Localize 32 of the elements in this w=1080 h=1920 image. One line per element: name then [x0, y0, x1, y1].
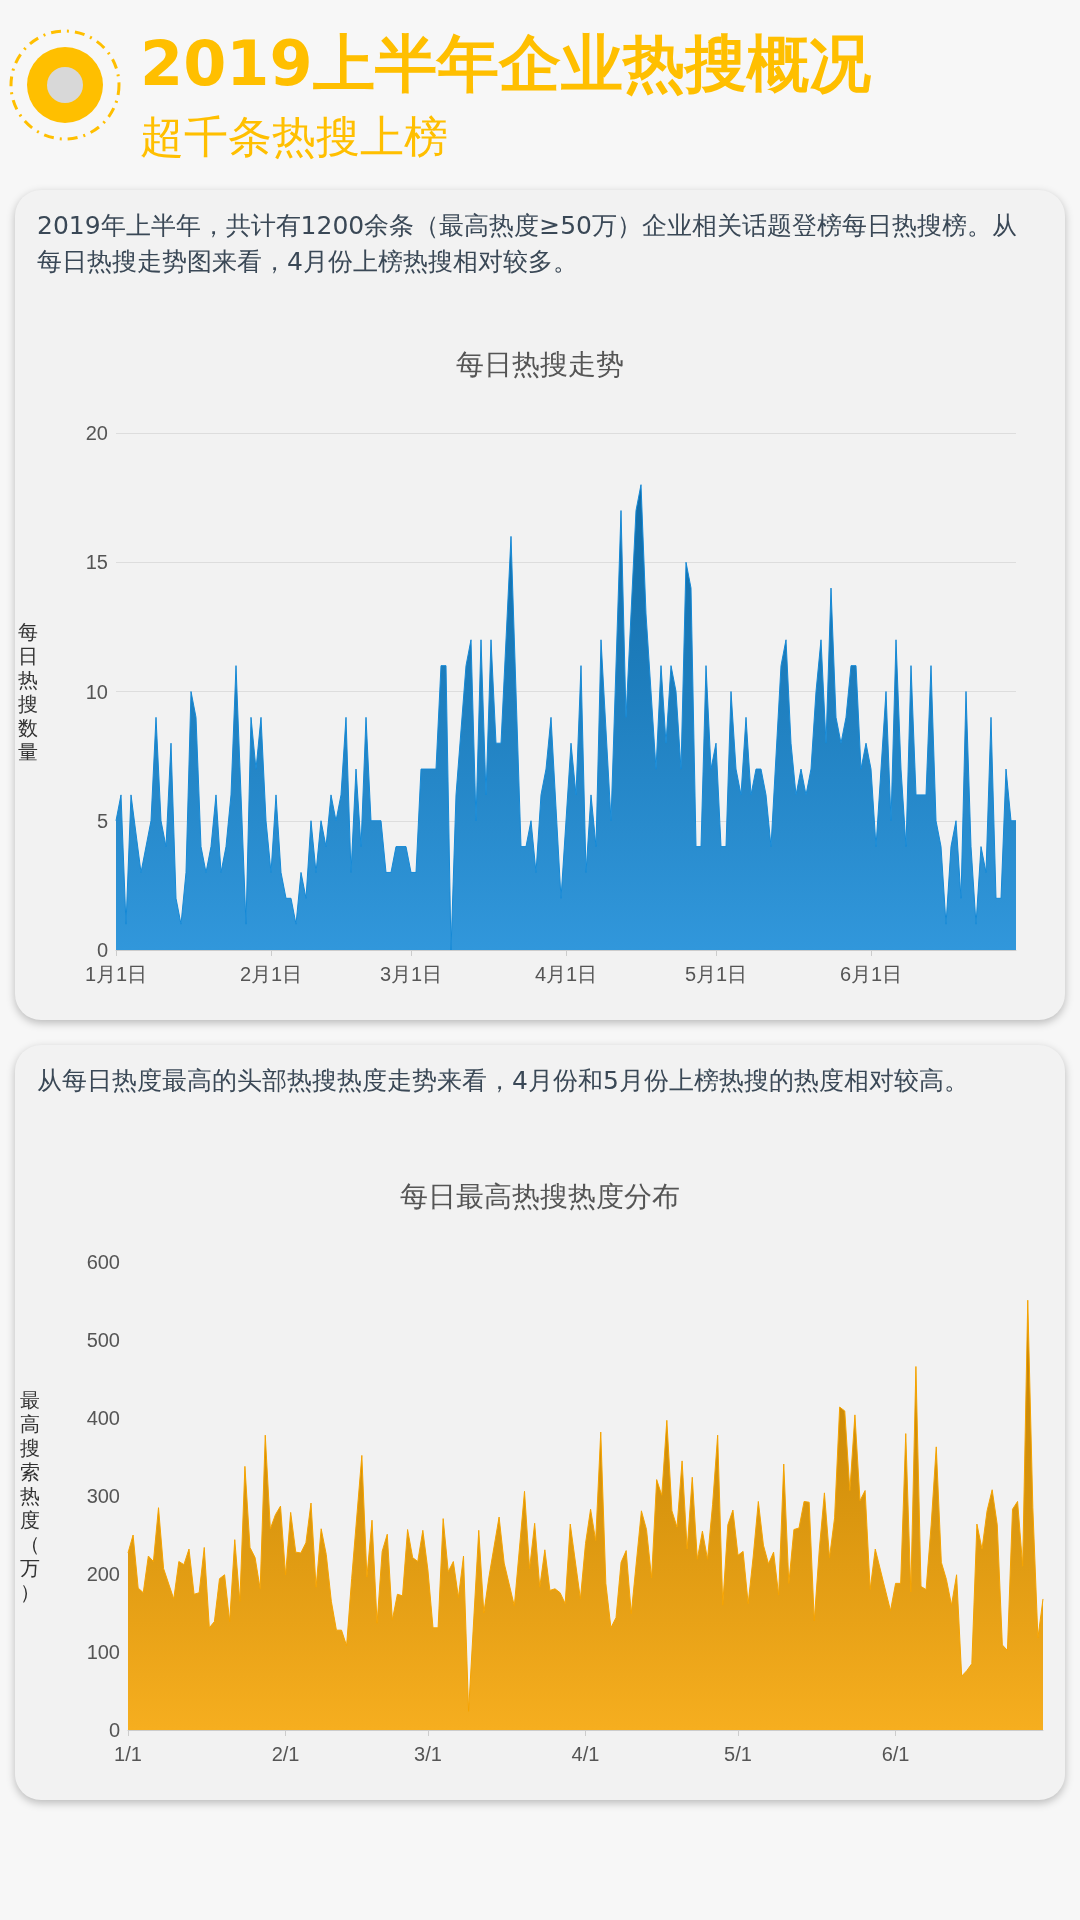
chart-title: 每日热搜走势	[456, 348, 624, 380]
y-tick-label: 100	[86, 1641, 120, 1663]
y-tick-label: 300	[86, 1485, 120, 1507]
y-tick-label: 0	[96, 939, 108, 961]
x-tick-label: 4月1日	[534, 963, 598, 985]
text: 2019上半年企业热搜概况	[140, 26, 871, 102]
y-tick-label: 0	[108, 1719, 120, 1741]
x-tick-label: 1月1日	[84, 963, 148, 985]
y-tick-label: 500	[86, 1329, 120, 1351]
x-tick-label: 5/1	[724, 1743, 752, 1765]
y-tick-label: 200	[86, 1563, 120, 1585]
x-tick-label: 3/1	[414, 1743, 442, 1765]
x-tick-label: 6月1日	[839, 963, 903, 985]
y-axis-title: 每日热搜数量	[18, 620, 38, 763]
y-tick-label: 15	[85, 551, 108, 574]
text: 超千条热搜上榜	[140, 110, 448, 164]
x-tick-label: 2月1日	[239, 963, 303, 985]
y-tick-label: 5	[96, 809, 108, 832]
x-tick-label: 1/1	[114, 1743, 142, 1765]
y-tick-label: 400	[86, 1407, 120, 1429]
chart-title: 每日最高热搜热度分布	[400, 1180, 680, 1212]
y-tick-label: 20	[85, 422, 108, 444]
text: 2019年上半年，共计有1200余条（最高热度≥50万）企业相关话题登榜每日热搜榜。从每日热搜走势图来看，4月份上榜热搜相对较多。	[37, 210, 1018, 278]
x-tick-label: 3月1日	[379, 963, 443, 985]
text: 从每日热度最高的头部热搜热度走势来看，4月份和5月份上榜热搜的热度相对较高。	[37, 1065, 970, 1097]
y-tick-label: 10	[85, 680, 108, 703]
x-tick-label: 4/1	[571, 1743, 600, 1765]
x-tick-label: 2/1	[271, 1743, 300, 1765]
y-tick-label: 600	[86, 1251, 120, 1273]
x-tick-label: 6/1	[881, 1743, 910, 1765]
text: 最高搜索热度（万）	[20, 1389, 40, 1603]
x-tick-label: 5月1日	[684, 963, 748, 985]
